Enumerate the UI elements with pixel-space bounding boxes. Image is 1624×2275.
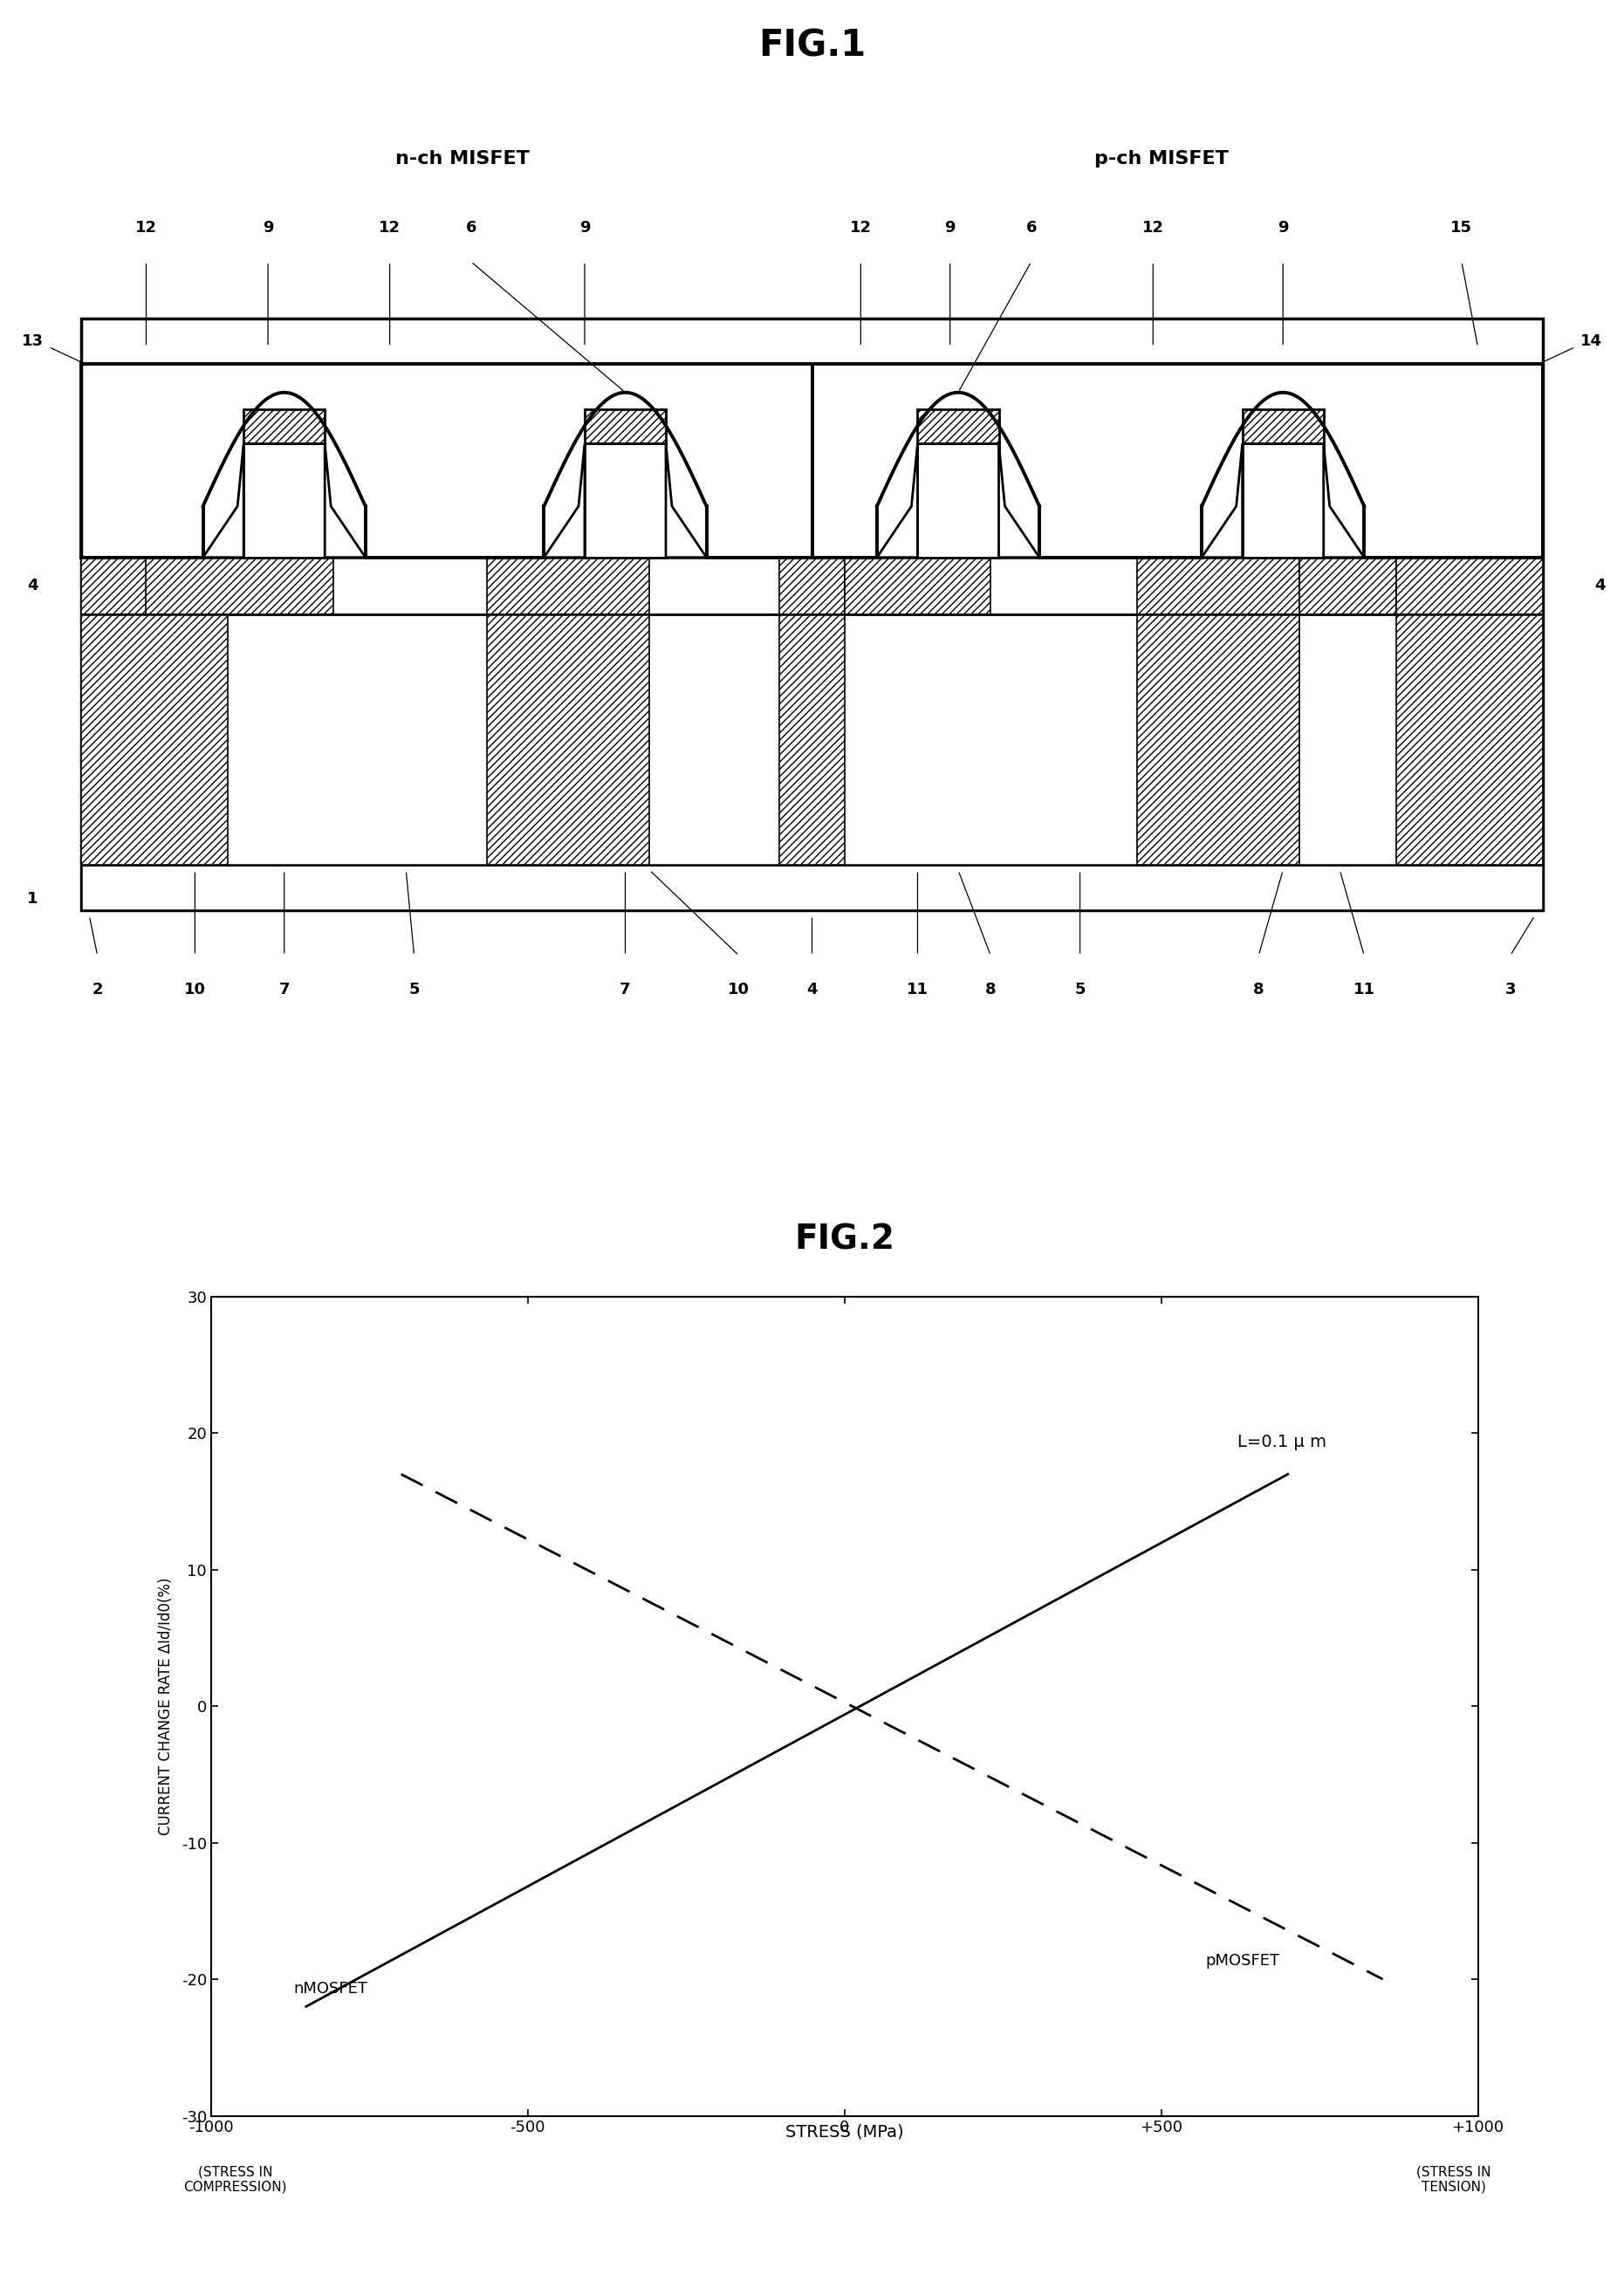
Bar [1242, 444, 1324, 557]
Text: 2: 2 [93, 983, 102, 996]
Bar [585, 410, 666, 444]
Text: n-ch MISFET: n-ch MISFET [396, 150, 529, 168]
Bar [81, 614, 227, 865]
Text: 11: 11 [906, 983, 929, 996]
Polygon shape [1324, 444, 1364, 557]
Text: 8: 8 [986, 983, 996, 996]
Text: (STRESS IN
COMPRESSION): (STRESS IN COMPRESSION) [184, 2166, 287, 2193]
Text: 3: 3 [1505, 983, 1515, 996]
Polygon shape [544, 444, 585, 557]
Polygon shape [877, 444, 918, 557]
Text: 8: 8 [1254, 983, 1263, 996]
Text: 13: 13 [21, 334, 44, 348]
Text: 10: 10 [184, 983, 206, 996]
Text: 6: 6 [466, 221, 476, 234]
Bar [1137, 557, 1299, 614]
Y-axis label: CURRENT CHANGE RATE ΔId/Id0(%): CURRENT CHANGE RATE ΔId/Id0(%) [159, 1577, 174, 1836]
Bar [1137, 614, 1299, 865]
Bar [81, 864, 1543, 910]
Bar [487, 614, 650, 865]
Text: 4: 4 [807, 983, 817, 996]
Bar [81, 557, 227, 614]
Text: p-ch MISFET: p-ch MISFET [1095, 150, 1228, 168]
Bar [918, 444, 999, 557]
Bar [918, 410, 999, 444]
Polygon shape [666, 444, 706, 557]
Polygon shape [325, 444, 365, 557]
Text: 11: 11 [1353, 983, 1376, 996]
Bar [244, 410, 325, 444]
Bar [1299, 557, 1397, 614]
Text: 12: 12 [135, 221, 158, 234]
Text: 12: 12 [849, 221, 872, 234]
Text: 5: 5 [409, 983, 419, 996]
Text: 1: 1 [28, 892, 37, 905]
Text: 9: 9 [1278, 221, 1288, 234]
Text: 7: 7 [279, 983, 289, 996]
Text: 10: 10 [728, 983, 750, 996]
Bar [81, 614, 1543, 865]
Polygon shape [203, 444, 244, 557]
Text: 9: 9 [580, 221, 590, 234]
Bar [146, 557, 333, 614]
Text: pMOSFET: pMOSFET [1205, 1954, 1280, 1970]
Text: L=0.1 μ m: L=0.1 μ m [1237, 1433, 1327, 1451]
Bar [1242, 410, 1324, 444]
Bar [780, 557, 844, 614]
Text: 7: 7 [620, 983, 630, 996]
Bar [780, 614, 844, 865]
Text: 5: 5 [1075, 983, 1085, 996]
Text: nMOSFET: nMOSFET [294, 1982, 367, 1997]
Text: FIG.2: FIG.2 [794, 1224, 895, 1256]
Text: 4: 4 [1595, 578, 1605, 594]
Text: STRESS (MPa): STRESS (MPa) [786, 2123, 903, 2141]
Text: 9: 9 [945, 221, 955, 234]
Bar [487, 557, 650, 614]
Text: FIG.1: FIG.1 [758, 27, 866, 64]
Bar [1397, 557, 1543, 614]
Bar [585, 444, 666, 557]
Bar [1397, 614, 1543, 865]
Text: 9: 9 [263, 221, 273, 234]
Text: 12: 12 [378, 221, 401, 234]
Text: 14: 14 [1580, 334, 1603, 348]
Bar [844, 557, 991, 614]
Text: 4: 4 [28, 578, 37, 594]
Polygon shape [999, 444, 1039, 557]
Text: 15: 15 [1450, 221, 1473, 234]
Polygon shape [1202, 444, 1242, 557]
Text: 6: 6 [1026, 221, 1036, 234]
Text: 12: 12 [1142, 221, 1164, 234]
Bar [244, 444, 325, 557]
Bar [81, 318, 1543, 910]
Text: (STRESS IN
TENSION): (STRESS IN TENSION) [1416, 2166, 1491, 2193]
